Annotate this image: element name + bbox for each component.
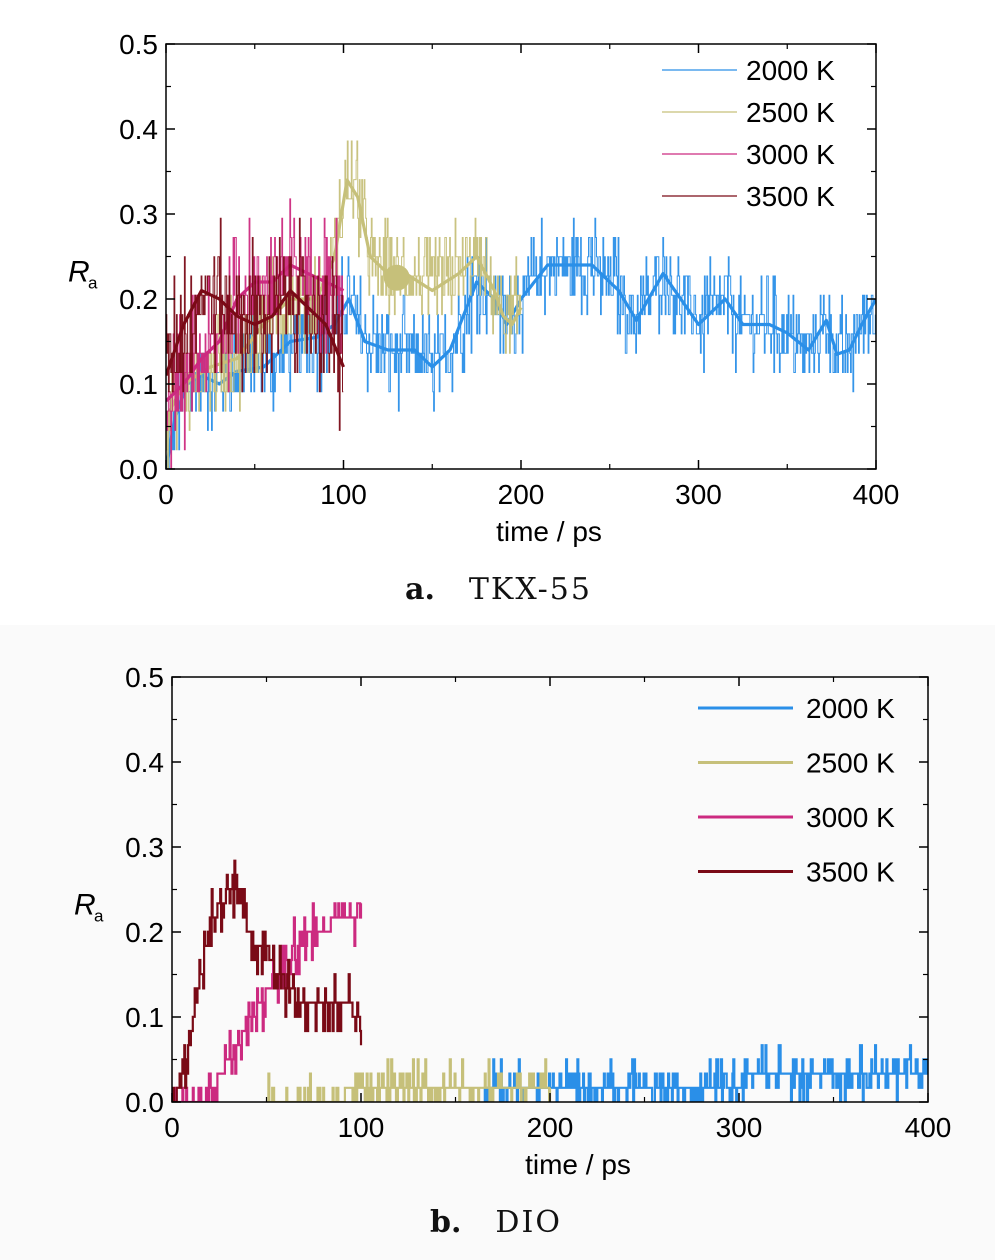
series-3000k-line [172, 902, 363, 1102]
series-2500k-smooth-line [166, 178, 523, 419]
y-tick-label: 0.2 [119, 284, 158, 315]
legend-label: 3000 K [806, 802, 895, 833]
chart-panel-a: 0 100 200 300 400 0.0 0.1 0.2 0.3 0.4 0.5 time / ps… [68, 29, 899, 547]
series-3500k-raw-line [166, 217, 344, 431]
y-axis-label: R [68, 256, 90, 289]
plot-area-b [172, 859, 928, 1102]
y-tick-label: 0.1 [125, 1002, 164, 1033]
y-tick-label: 0.0 [119, 454, 158, 485]
x-tick-label: 0 [164, 1112, 180, 1143]
legend-label: 3000 K [746, 139, 835, 170]
caption-b: b. DIO [430, 1205, 562, 1240]
legend-label: 2000 K [746, 55, 835, 86]
x-tick-label: 400 [853, 479, 900, 510]
x-tick-label: 100 [320, 479, 367, 510]
y-tick-label: 0.3 [119, 199, 158, 230]
series-3500k-smooth-line [166, 288, 345, 377]
plot-area-a [166, 140, 876, 469]
y-tick-label: 0.3 [125, 832, 164, 863]
x-tick-label: 300 [716, 1112, 763, 1143]
legend-label: 2500 K [746, 97, 835, 128]
caption-a-name: TKX-55 [468, 572, 592, 607]
x-tick-label: 300 [675, 479, 722, 510]
chart-panel-b: 0 100 200 300 400 0.0 0.1 0.2 0.3 0.4 0.5 time / ps… [74, 662, 951, 1180]
x-tick-label: 0 [158, 479, 174, 510]
caption-b-letter: b. [430, 1205, 462, 1240]
x-tick-label: 200 [498, 479, 545, 510]
legend-label: 2500 K [806, 748, 895, 779]
panel-b-background [0, 625, 995, 1260]
series-2500k-marker-blob [383, 264, 410, 291]
x-tick-label: 100 [338, 1112, 385, 1143]
y-tick-label: 0.4 [119, 114, 158, 145]
y-axis-label: R [74, 889, 96, 922]
y-tick-label: 0.1 [119, 369, 158, 400]
axes-frame-b [171, 676, 929, 1103]
legend-label: 3500 K [806, 857, 895, 888]
legend-label: 3500 K [746, 181, 835, 212]
y-tick-label: 0.5 [119, 29, 158, 60]
x-axis-label: time / ps [525, 1149, 631, 1180]
x-tick-label: 400 [905, 1112, 952, 1143]
series-3500k-line [172, 859, 363, 1102]
caption-a: a. TKX-55 [405, 572, 592, 607]
x-axis-label: time / ps [496, 516, 602, 547]
caption-a-letter: a. [405, 572, 435, 607]
caption-b-name: DIO [495, 1205, 562, 1240]
x-tick-label: 200 [527, 1112, 574, 1143]
y-tick-label: 0.4 [125, 747, 164, 778]
series-2000k-line [483, 1044, 928, 1102]
series-2500k-line [266, 1058, 552, 1102]
y-axis-label-subscript: a [94, 907, 104, 926]
y-tick-label: 0.0 [125, 1087, 164, 1118]
legend-a: 2000 K 2500 K 3000 K 3500 K [662, 55, 835, 212]
y-axis-label-subscript: a [88, 274, 98, 293]
y-tick-label: 0.2 [125, 917, 164, 948]
legend-b: 2000 K 2500 K 3000 K 3500 K [698, 693, 895, 888]
legend-label: 2000 K [806, 693, 895, 724]
y-tick-label: 0.5 [125, 662, 164, 693]
